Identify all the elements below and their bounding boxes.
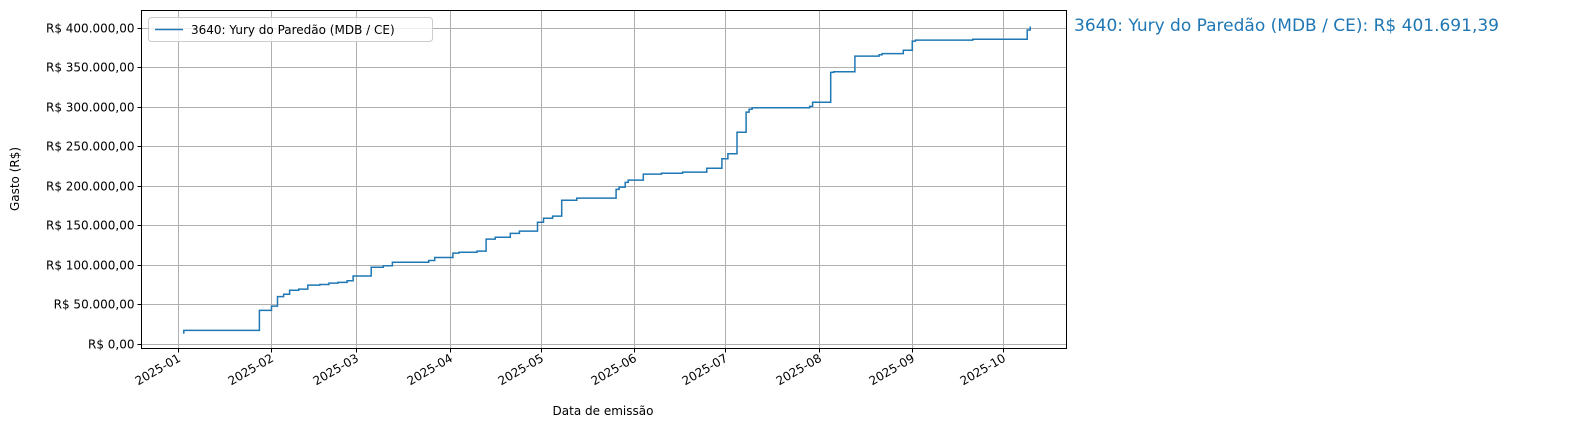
y-tick-label: R$ 50.000,00 [54, 298, 135, 312]
plot-frame [142, 11, 1067, 349]
x-tick-label: 2025-03 [311, 351, 361, 388]
y-tick-label: R$ 100.000,00 [46, 259, 135, 273]
legend-entry: 3640: Yury do Paredão (MDB / CE) [191, 23, 395, 37]
series-layer [184, 27, 1030, 334]
x-tick-label: 2025-01 [133, 351, 183, 388]
x-tick-label: 2025-06 [589, 351, 639, 388]
x-tick-label: 2025-10 [958, 351, 1008, 388]
x-tick-label: 2025-02 [226, 351, 276, 388]
legend: 3640: Yury do Paredão (MDB / CE) [149, 18, 433, 42]
y-tick-label: R$ 0,00 [88, 338, 135, 352]
y-tick-label: R$ 300.000,00 [46, 101, 135, 115]
x-axis: 2025-01 2025-02 2025-03 2025-04 2025-05 2025-… [133, 349, 1008, 389]
y-tick-label: R$ 350.000,00 [46, 61, 135, 75]
x-tick-label: 2025-08 [774, 351, 824, 388]
y-tick-label: R$ 200.000,00 [46, 180, 135, 194]
end-value-annotation: 3640: Yury do Paredão (MDB / CE): R$ 401… [1074, 16, 1499, 36]
x-axis-label: Data de emissão [553, 404, 654, 418]
grid-lines [142, 11, 1067, 349]
x-tick-label: 2025-07 [680, 351, 730, 388]
x-tick-label: 2025-05 [496, 351, 546, 388]
x-tick-label: 2025-04 [405, 351, 455, 388]
y-axis-label: Gasto (R$) [8, 147, 22, 211]
y-tick-label: R$ 250.000,00 [46, 140, 135, 154]
y-tick-label: R$ 400.000,00 [46, 22, 135, 36]
x-tick-label: 2025-09 [867, 351, 917, 388]
y-axis: R$ 0,00 R$ 50.000,00 R$ 100.000,00 R$ 150.0… [46, 22, 142, 352]
series-line [184, 27, 1030, 334]
y-tick-label: R$ 150.000,00 [46, 219, 135, 233]
